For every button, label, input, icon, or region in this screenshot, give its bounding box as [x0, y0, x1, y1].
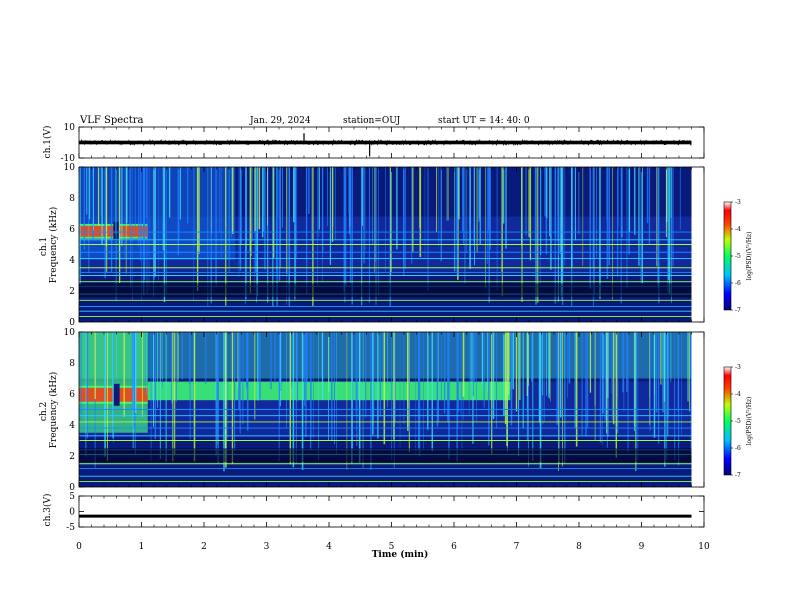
x-tick-label: 5	[389, 542, 395, 552]
ch3-ytick-label: 5	[69, 492, 75, 502]
ch2-spectrogram-ylabel-line2: Frequency (kHz)	[48, 372, 59, 449]
ch1-colorbar-tick-label: -4	[735, 226, 741, 233]
ch2-spectrogram-ytick-label: 4	[69, 421, 75, 431]
ch2-colorbar: -3 -4 -5 -6 -7 log(PSD)(V²/Hz)	[723, 364, 753, 479]
ch2-colorbar-tick-label: -7	[735, 472, 741, 479]
ch2-spectrogram-upper-band	[79, 332, 692, 379]
ch2-spectrogram-empty-tail	[691, 332, 704, 487]
ch1-spectrogram-ytick-label: 0	[69, 318, 75, 328]
figure-title: VLF Spectra	[79, 115, 144, 126]
ch1-spectrogram-ytick-label: 6	[69, 225, 75, 235]
ch2-colorbar-tick-label: -4	[735, 391, 741, 398]
ch1-colorbar-tick-label: -5	[735, 253, 741, 260]
x-tick-label: 9	[639, 542, 645, 552]
ch1-ytick-label: 10	[64, 123, 76, 133]
ch2-spectrogram-ytick-label: 0	[69, 483, 75, 493]
x-tick-label: 7	[514, 542, 520, 552]
ch2-spectrogram-ytick-label: 10	[64, 328, 76, 338]
x-tick-label: 0	[76, 542, 82, 552]
station-label: station=OUJ	[343, 116, 401, 126]
ch2-spectrogram-ytick-label: 6	[69, 390, 75, 400]
x-axis-label: Time (min)	[372, 549, 429, 560]
x-tick-label: 3	[264, 542, 270, 552]
x-tick-label: 4	[326, 542, 332, 552]
ch1-ytick-label: -10	[61, 154, 76, 164]
ch1-spectrogram-ylabel-line2: Frequency (kHz)	[48, 207, 59, 284]
ch1-spectrogram-ytick-label: 2	[69, 287, 75, 297]
x-tick-label: 6	[451, 542, 457, 552]
date-label: Jan. 29, 2024	[249, 116, 311, 126]
ch1-spectrogram-ylabel-line1: ch.1	[39, 237, 49, 256]
x-tick-label: 10	[698, 542, 710, 552]
ch2-spectrogram-panel: 10 8 6 4 2 0	[64, 328, 705, 493]
ch3-plot-frame	[78, 495, 705, 528]
x-tick-label: 2	[201, 542, 207, 552]
ch2-spectrogram-tone-gap	[113, 383, 120, 406]
ch1-spectrogram-tone-gap	[113, 221, 120, 241]
ch1-colorbar-tick-label: -7	[735, 307, 741, 314]
ch3-ytick-label: -5	[66, 523, 75, 533]
ch1-colorbar-label: log(PSD)(V²/Hz)	[746, 232, 753, 281]
ch1-colorbar-tick-label: -6	[735, 280, 741, 287]
ch1-waveform-panel: 10 -10	[61, 123, 705, 164]
ch2-spectrogram-ytick-label: 8	[69, 359, 75, 369]
ch2-spectrogram-ylabel-line1: ch.2	[39, 402, 49, 421]
ch1-waveform-ylabel: ch.1(V)	[42, 126, 53, 159]
ch2-spectrogram-ylabel: ch.2 Frequency (kHz)	[39, 372, 59, 449]
ch1-spectrogram-ytick-label: 10	[64, 163, 76, 173]
ch1-colorbar-tick-label: -3	[735, 199, 741, 206]
ch3-waveform-ylabel: ch.3(V)	[42, 494, 53, 527]
ch1-spectrogram-empty-tail	[691, 167, 704, 322]
x-tick-label: 1	[139, 542, 145, 552]
ch2-colorbar-gradient	[723, 366, 732, 476]
ch3-ytick-label: 0	[69, 508, 75, 518]
ch2-spectrogram-low-dark-band	[79, 448, 692, 463]
x-tick-label: 8	[576, 542, 582, 552]
ch2-colorbar-tick-label: -6	[735, 445, 741, 452]
ch1-colorbar: -3 -4 -5 -6 -7 log(PSD)(V²/Hz)	[723, 199, 753, 314]
ch2-colorbar-label: log(PSD)(V²/Hz)	[746, 397, 753, 446]
ch1-spectrogram-panel: 10 8 6 4 2 0	[64, 163, 705, 328]
ch3-waveform-panel: 50-50 1 2 3 4 5 6 7 8 9 10	[66, 492, 710, 552]
ch2-colorbar-tick-label: -5	[735, 418, 741, 425]
ch2-spectrogram-ytick-label: 2	[69, 452, 75, 462]
ch1-trace-band	[79, 140, 692, 145]
ch1-spectrogram-ytick-label: 8	[69, 194, 75, 204]
ch1-spectrogram-ytick-label: 4	[69, 256, 75, 266]
ch1-spectrogram-low-dark-band	[79, 283, 692, 298]
ch2-colorbar-tick-label: -3	[735, 364, 741, 371]
ch1-colorbar-gradient	[723, 201, 732, 311]
start-time-label: start UT = 14: 40: 0	[438, 116, 530, 126]
ch1-spectrogram-ylabel: ch.1 Frequency (kHz)	[39, 207, 59, 284]
